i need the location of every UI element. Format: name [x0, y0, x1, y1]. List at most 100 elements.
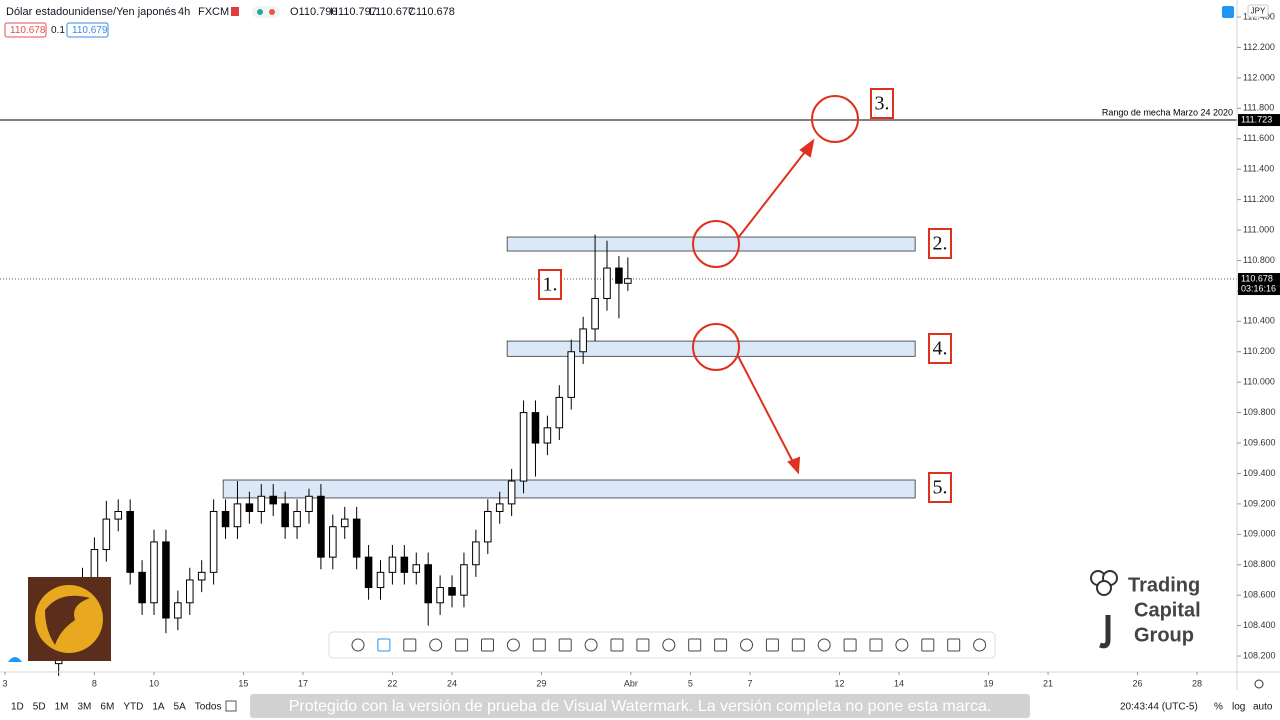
y-tick-label: 110.000 [1243, 377, 1275, 387]
tool-icon[interactable] [843, 638, 857, 652]
scale-icon[interactable] [1222, 6, 1234, 18]
candle-body [460, 564, 468, 596]
y-tick-label: 110.200 [1243, 346, 1275, 356]
arrow-head [787, 456, 801, 475]
annotation-shapes [538, 88, 952, 503]
buy-price[interactable]: 110.679 [72, 25, 108, 36]
price-label: 111.723 [1241, 114, 1272, 124]
range-button[interactable]: YTD [123, 702, 143, 713]
annotation-label: 2. [933, 233, 948, 255]
candle-body [624, 278, 632, 284]
y-tick-label: 111.200 [1243, 194, 1274, 204]
candle-body [615, 267, 623, 284]
date-range-icon[interactable] [225, 700, 237, 712]
drawing-toolbar [328, 631, 996, 659]
ohlc-high: H110.797 [330, 6, 377, 18]
x-tick-label: 24 [447, 678, 457, 688]
tool-icon[interactable] [714, 638, 728, 652]
tool-icon[interactable] [662, 638, 676, 652]
y-tick-label: 111.000 [1243, 224, 1274, 234]
status-dot [257, 9, 263, 15]
tool-icon[interactable] [532, 638, 546, 652]
status-pill [252, 6, 280, 18]
ohlc-low: L110.677 [369, 6, 414, 18]
candle-body [376, 571, 385, 589]
tv-icon[interactable] [8, 657, 22, 662]
tool-icon[interactable] [506, 638, 520, 652]
x-tick-label: 29 [536, 678, 546, 688]
arrow [737, 355, 795, 465]
tool-icon[interactable] [817, 638, 831, 652]
x-tick-label: 7 [748, 678, 753, 688]
arrow [737, 147, 809, 239]
tool-icon[interactable] [455, 638, 469, 652]
arrow-head [799, 138, 815, 158]
tool-icon[interactable] [921, 638, 935, 652]
y-tick-label: 112.200 [1243, 42, 1275, 52]
scale-option[interactable]: auto [1253, 702, 1273, 713]
buy-button[interactable] [66, 22, 109, 38]
tool-icon[interactable] [636, 638, 650, 652]
tool-icon[interactable] [895, 638, 909, 652]
range-button[interactable]: 5A [174, 702, 187, 713]
candle-body [484, 510, 492, 543]
candle-body [126, 510, 134, 573]
logo-text: Capital [1134, 599, 1201, 621]
tool-icon[interactable] [610, 638, 624, 652]
range-button[interactable]: 6M [100, 702, 114, 713]
scale-option[interactable]: % [1214, 702, 1223, 713]
candle-body [412, 564, 421, 573]
zone [222, 479, 916, 499]
flag-icon[interactable] [231, 7, 239, 16]
tool-icon[interactable] [688, 638, 702, 652]
symbol: Dólar estadounidense/Yen japonés [6, 6, 177, 18]
tool-icon[interactable] [403, 638, 417, 652]
last-price-label: 110.678 [1241, 273, 1273, 283]
candle-body [591, 297, 599, 330]
candle-body [352, 518, 361, 558]
logo-mark [1096, 580, 1112, 596]
tool-icon[interactable] [481, 638, 494, 652]
candle-body [603, 267, 611, 299]
tool-icon[interactable] [740, 638, 753, 652]
range-button[interactable]: 1D [11, 702, 24, 713]
range-button[interactable]: 3M [78, 702, 92, 713]
candle-body [519, 412, 528, 482]
y-tick-label: 108.400 [1243, 620, 1276, 630]
x-tick-label: 14 [894, 678, 904, 688]
y-tick-label: 111.400 [1243, 164, 1274, 174]
x-tick-label: 17 [298, 678, 308, 688]
tool-icon[interactable] [973, 638, 987, 652]
range-button[interactable]: Todos [195, 702, 222, 713]
candle-body [185, 579, 194, 604]
range-button[interactable]: 1M [55, 702, 69, 713]
candle-body [567, 351, 576, 398]
eagle-logo-mark [45, 595, 90, 645]
sell-price[interactable]: 110.678 [10, 25, 46, 36]
y-tick-label: 109.800 [1243, 407, 1276, 417]
y-tick-label: 108.800 [1243, 559, 1276, 569]
note-box [928, 472, 952, 503]
range-button[interactable]: 5D [33, 702, 46, 713]
tool-icon[interactable] [765, 638, 779, 652]
zone [506, 340, 916, 357]
x-tick-label: 8 [92, 678, 97, 688]
tool-icon[interactable] [869, 638, 883, 652]
settings-icon[interactable] [1254, 679, 1264, 689]
candle-body [543, 427, 552, 444]
tool-icon[interactable] [791, 638, 805, 652]
x-tick-label: 22 [387, 678, 397, 688]
sell-button[interactable] [4, 22, 47, 38]
scale-option[interactable]: log [1232, 702, 1245, 713]
tool-icon[interactable] [351, 638, 365, 652]
tool-icon[interactable] [947, 638, 961, 652]
tool-icon[interactable] [558, 638, 572, 652]
candle-body [150, 541, 158, 604]
range-button[interactable]: 1A [152, 702, 165, 713]
tool-icon[interactable] [584, 638, 598, 652]
y-tick-label: 108.600 [1243, 590, 1276, 600]
tool-icon[interactable] [429, 638, 443, 652]
note-box [538, 269, 562, 300]
tool-icon[interactable] [377, 638, 391, 652]
